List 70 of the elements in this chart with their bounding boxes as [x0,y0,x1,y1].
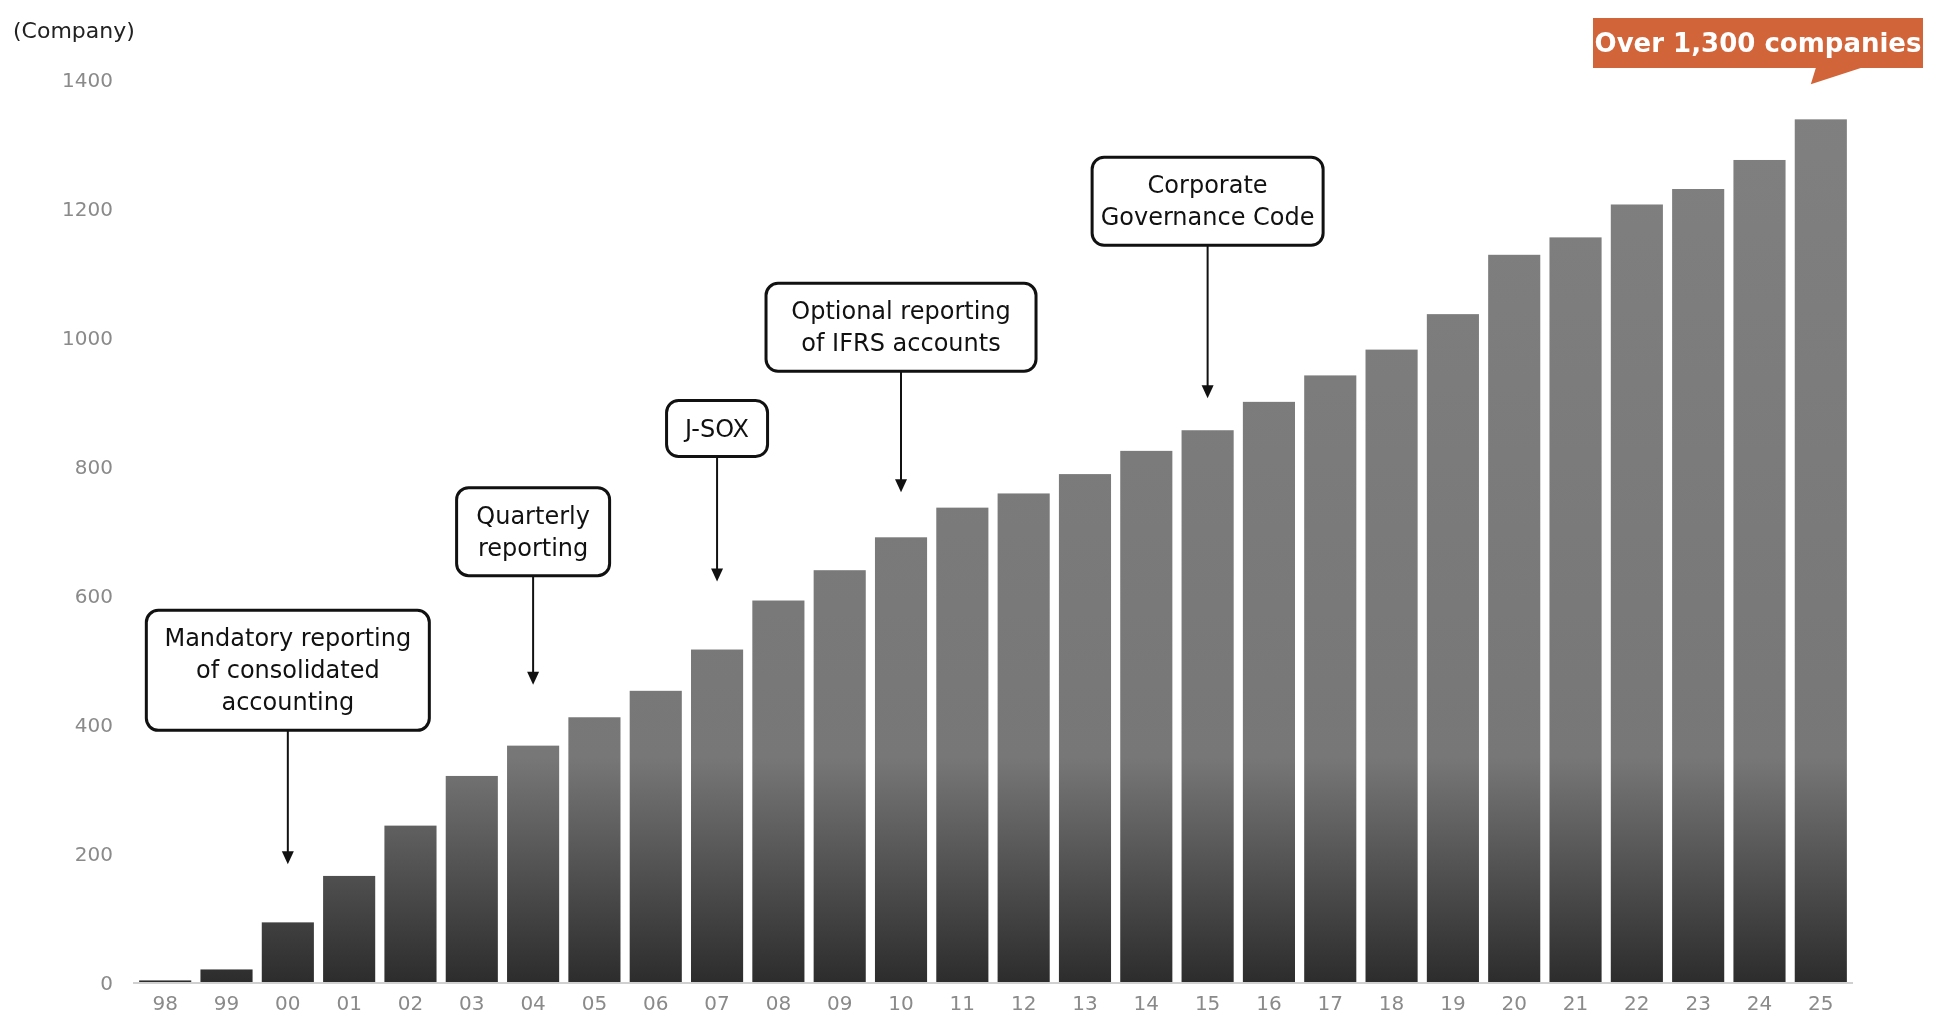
bar [1242,401,1295,983]
x-tick-label: 12 [1010,991,1037,1015]
bar [1181,430,1234,983]
x-tick-label: 21 [1562,991,1589,1015]
annotation: Optional reporting of IFRS accounts [791,297,1011,358]
x-tick-label: 16 [1256,991,1282,1015]
x-tick-label: 19 [1440,991,1466,1015]
bar [445,775,498,983]
x-tick-label: 11 [949,991,976,1015]
bar [200,969,253,983]
annotation: Mandatory reporting of consolidated accounting [164,624,412,717]
x-tick-label: 01 [336,991,362,1015]
bar [936,507,989,983]
bar [1365,349,1418,983]
text: Over 1,300 companies [1594,28,1922,59]
bar [813,570,866,983]
x-tick-label: 17 [1317,991,1343,1015]
x-tick-label: 24 [1746,991,1773,1015]
bar [323,875,376,983]
bar [691,649,744,983]
bar [1733,159,1786,983]
bar [629,690,682,983]
y-tick-label: 400 [74,713,113,737]
x-tick-label: 25 [1808,991,1834,1015]
x-tick-label: 04 [520,991,546,1015]
bar [1549,237,1602,983]
y-tick-label: 1200 [62,197,113,221]
x-tick-label: 09 [826,991,853,1015]
x-tick-label: 18 [1378,991,1405,1015]
y-tick-label: 1400 [62,68,113,92]
bar [1058,474,1112,983]
y-tick-label: 200 [74,842,113,866]
x-tick-label: 02 [397,991,424,1015]
bar [1120,450,1173,983]
bar [568,717,621,983]
x-tick-label: 14 [1133,991,1160,1015]
bar [1426,314,1479,983]
bar [1488,254,1541,983]
x-tick-label: 07 [704,991,730,1015]
x-tick-label: 05 [581,991,608,1015]
annotation: J-SOX [683,414,750,443]
bar [1794,119,1847,983]
y-axis-title: (Company) [13,18,135,43]
y-tick-label: 1000 [62,326,113,350]
annotation: Corporate Governance Code [1100,171,1315,232]
x-tick-label: 98 [152,991,178,1015]
x-tick-label: 03 [459,991,485,1015]
bar [1610,204,1663,983]
x-tick-label: 23 [1685,991,1711,1015]
x-tick-label: 99 [213,991,240,1015]
y-tick-label: 600 [74,584,113,608]
y-tick-label: 800 [74,455,113,479]
x-tick-label: 22 [1624,991,1650,1015]
bar [384,825,437,983]
x-tick-label: 15 [1194,991,1221,1015]
x-tick-label: 20 [1501,991,1527,1015]
bar [1304,375,1357,983]
bar [997,493,1050,983]
x-tick-label: 00 [275,991,301,1015]
x-tick-label: 08 [765,991,792,1015]
x-tick-label: 06 [643,991,669,1015]
y-tick-label: 0 [100,971,113,995]
x-tick-label: 10 [888,991,914,1015]
bar [261,922,314,983]
annotation: Quarterly reporting [476,501,590,562]
x-tick-label: 13 [1072,991,1098,1015]
bar [752,600,805,983]
bar [1672,189,1725,983]
bar [507,745,560,983]
bar [874,537,928,983]
